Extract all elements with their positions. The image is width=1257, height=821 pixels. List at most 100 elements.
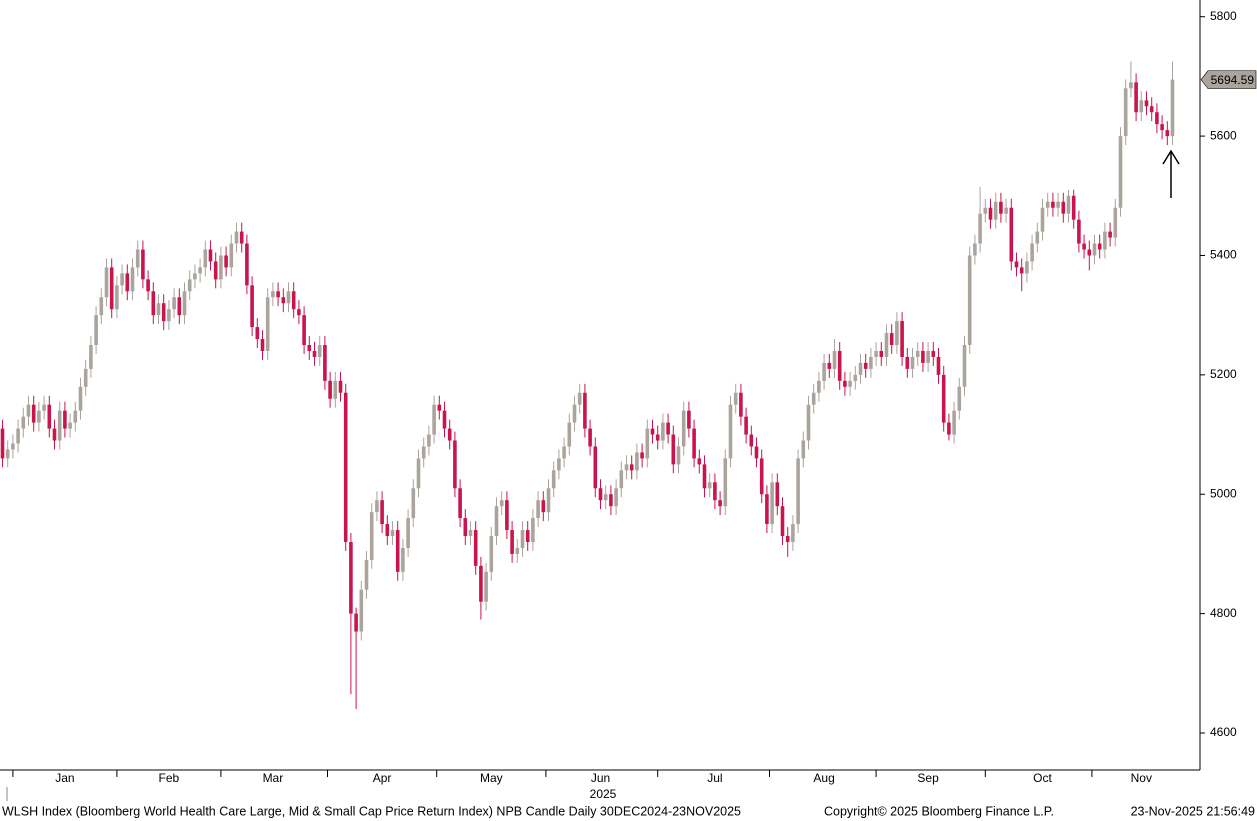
- candle-body: [437, 404, 442, 411]
- candle-body: [791, 524, 795, 542]
- candle-body: [1170, 79, 1175, 137]
- candle-body: [442, 410, 447, 429]
- candle-body: [47, 404, 52, 429]
- candle-body: [343, 392, 348, 542]
- candle-body: [369, 512, 374, 560]
- y-tick-label: 4800: [1210, 606, 1237, 620]
- x-tick-label: Jun: [591, 771, 610, 785]
- candle-body: [265, 297, 270, 351]
- candle-body: [193, 273, 197, 280]
- candle-body: [104, 267, 109, 298]
- candle-body: [312, 350, 317, 357]
- candle-body: [687, 410, 691, 429]
- candle-body: [302, 315, 306, 346]
- candle-body: [421, 446, 426, 459]
- candle-body: [234, 231, 239, 244]
- candle-body: [390, 530, 395, 537]
- candle-body: [775, 482, 780, 507]
- candle-body: [203, 249, 208, 268]
- candle-body: [1035, 231, 1040, 244]
- candle-body: [208, 249, 213, 262]
- candle-body: [754, 446, 759, 459]
- candle-body: [1014, 261, 1019, 268]
- candle-body: [1103, 231, 1107, 250]
- candle-body: [697, 458, 702, 465]
- candle-body: [619, 470, 624, 489]
- candle-body: [323, 345, 327, 381]
- candle-body: [1045, 201, 1050, 208]
- candle-body: [458, 488, 462, 519]
- candle-body: [551, 470, 556, 489]
- candle-body: [889, 333, 894, 346]
- candle-body: [728, 404, 733, 459]
- candle-body: [281, 297, 286, 304]
- x-tick-label: Mar: [263, 771, 284, 785]
- candle-body: [37, 410, 41, 423]
- x-tick-label: Feb: [159, 771, 180, 785]
- candle-body: [837, 350, 842, 381]
- candle-body: [5, 449, 10, 459]
- candle-body: [219, 255, 223, 280]
- candle-body: [531, 518, 535, 542]
- candle-body: [453, 440, 457, 489]
- candle-body: [73, 410, 78, 423]
- candle-body: [588, 428, 592, 447]
- candle-body: [583, 392, 587, 429]
- candle-body: [1082, 243, 1086, 250]
- y-tick-label: 5400: [1210, 248, 1237, 262]
- candle-body: [172, 297, 176, 310]
- candle-body: [806, 404, 811, 441]
- candle-body: [151, 291, 156, 316]
- candle-body: [546, 488, 551, 513]
- candle-body: [905, 356, 910, 369]
- candle-body: [577, 392, 582, 405]
- candle-body: [915, 350, 920, 357]
- candle-body: [671, 434, 676, 465]
- footer-timestamp: 23-Nov-2025 21:56:49: [1131, 804, 1255, 818]
- candle-body: [858, 362, 863, 375]
- candle-body: [765, 494, 769, 525]
- candle-body: [354, 613, 358, 632]
- candle-body: [999, 201, 1003, 214]
- candle-body: [1004, 207, 1008, 214]
- candle-body: [1139, 100, 1144, 113]
- candle-body: [910, 356, 915, 369]
- candle-body: [603, 494, 608, 501]
- candle-body: [307, 345, 312, 351]
- candle-body: [650, 428, 655, 435]
- candle-body: [879, 350, 884, 357]
- candle-body: [1160, 124, 1164, 131]
- candle-body: [468, 530, 473, 537]
- candle-body: [567, 422, 572, 447]
- candle-body: [983, 207, 988, 214]
- candle-body: [681, 410, 686, 447]
- candle-body: [1071, 195, 1076, 220]
- candle-body: [1025, 261, 1029, 274]
- candle-body: [718, 500, 722, 507]
- candle-body: [401, 547, 405, 572]
- candle-body: [109, 267, 114, 310]
- candle-body: [557, 458, 561, 471]
- candle-body: [702, 464, 707, 489]
- candle-body: [801, 440, 806, 459]
- y-tick-label: 4600: [1210, 725, 1237, 739]
- candle-body: [640, 452, 644, 459]
- candle-body: [884, 333, 889, 357]
- candle-body: [957, 386, 962, 411]
- candle-body: [115, 285, 119, 310]
- last-price-label: 5694.59: [1211, 73, 1255, 87]
- candle-body: [187, 279, 192, 292]
- candle-body: [713, 482, 717, 501]
- candle-body: [869, 356, 873, 369]
- candle-body: [130, 267, 135, 292]
- candle-body: [505, 500, 509, 531]
- candle-body: [57, 410, 62, 441]
- candle-body: [655, 434, 660, 441]
- candle-body: [1087, 249, 1092, 256]
- candle-body: [635, 452, 639, 471]
- candle-body: [614, 488, 618, 507]
- candle-body: [1019, 267, 1024, 274]
- candle-body: [427, 434, 431, 447]
- candle-body: [1134, 82, 1138, 113]
